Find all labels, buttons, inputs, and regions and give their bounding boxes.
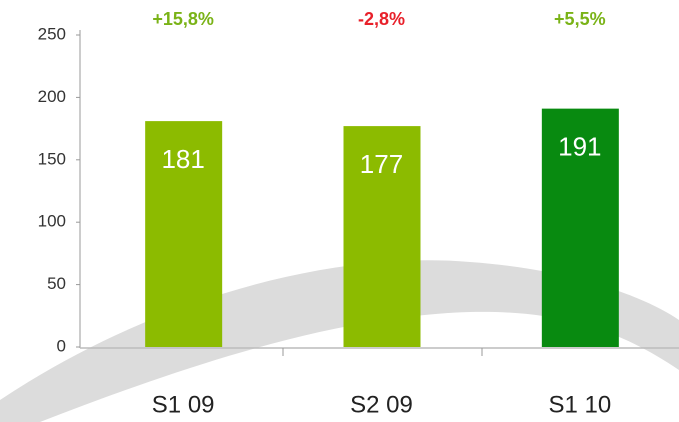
value-label: 191: [558, 132, 601, 162]
x-tick-label: S1 09: [152, 391, 215, 418]
y-tick-label: 250: [38, 24, 66, 43]
y-tick-label: 50: [47, 274, 66, 293]
y-tick-label: 150: [38, 149, 66, 168]
x-tick-label: S1 10: [548, 391, 611, 418]
y-tick-label: 100: [38, 212, 66, 231]
background-swoosh: [0, 260, 679, 422]
y-tick-label: 200: [38, 87, 66, 106]
value-label: 181: [161, 144, 204, 174]
change-annotation: +5,5%: [554, 9, 606, 29]
bar: [145, 121, 223, 347]
bar: [343, 126, 421, 347]
change-annotation: +15,8%: [152, 9, 214, 29]
change-annotation: -2,8%: [358, 9, 405, 29]
value-label: 177: [360, 149, 403, 179]
y-tick-label: 0: [57, 336, 66, 355]
bar: [541, 108, 619, 347]
x-tick-label: S2 09: [350, 391, 413, 418]
